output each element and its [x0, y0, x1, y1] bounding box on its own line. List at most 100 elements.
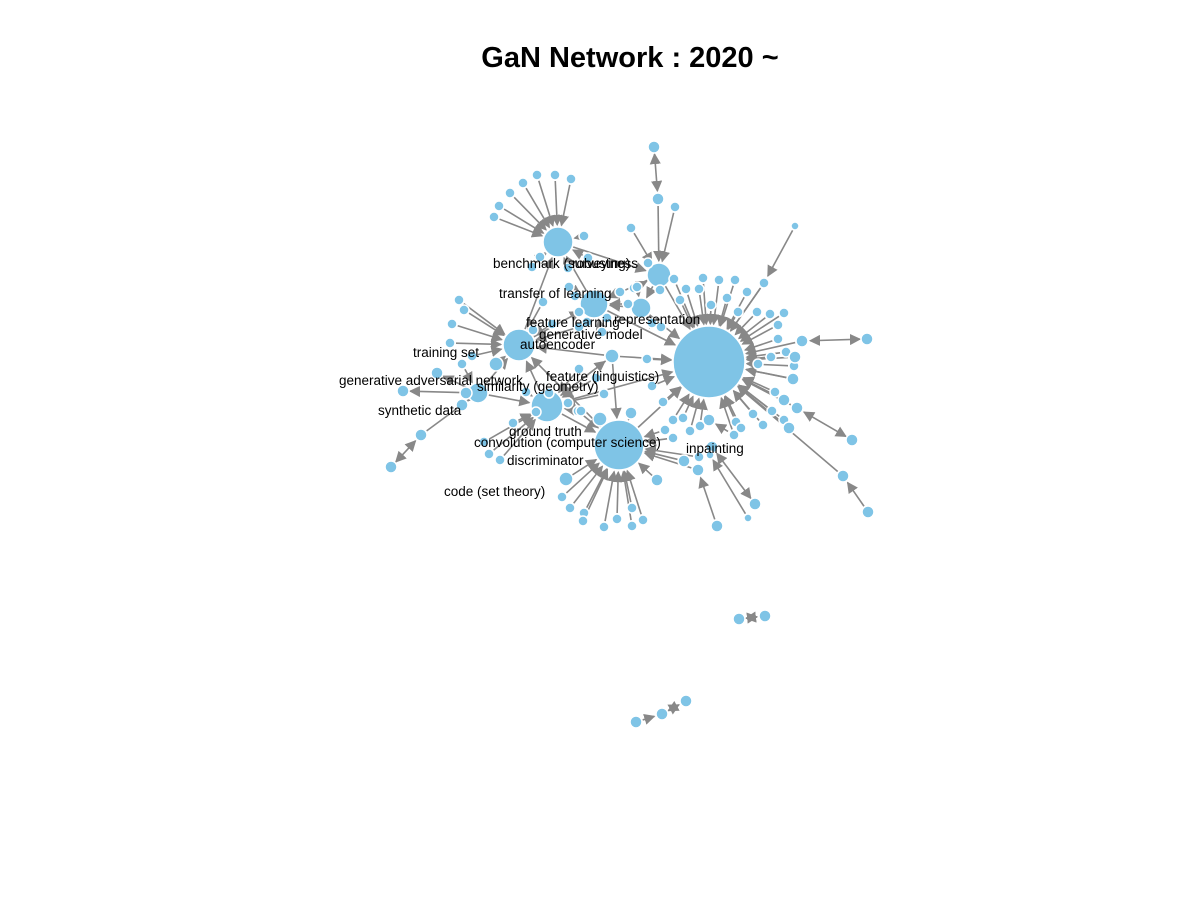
graph-node-42 — [667, 414, 679, 426]
graph-node-116 — [563, 281, 575, 293]
graph-node-56 — [564, 502, 576, 514]
edge-118 — [561, 413, 597, 433]
graph-node-81 — [530, 406, 542, 418]
graph-node-18 — [778, 307, 790, 319]
graph-node-60 — [611, 513, 623, 525]
node-label-discriminator: discriminator — [507, 453, 584, 468]
graph-node-108 — [526, 261, 538, 273]
graph-node-70 — [659, 424, 671, 436]
edge-117 — [525, 360, 541, 391]
graph-node-43 — [684, 425, 696, 437]
edge-145 — [846, 481, 865, 507]
graph-node-148 — [732, 612, 746, 626]
graph-node-149 — [758, 609, 772, 623]
edge-78 — [477, 345, 503, 357]
graph-node-147 — [705, 450, 715, 460]
edge-28 — [696, 294, 709, 326]
node-label-robustness: robustness — [572, 256, 638, 271]
graph-node-88 — [598, 388, 610, 400]
node-label-training-set: training set — [413, 345, 479, 360]
edge-48 — [584, 468, 609, 516]
edge-94 — [562, 256, 573, 270]
graph-node-36 — [668, 273, 680, 285]
graph-node-33 — [735, 422, 747, 434]
graph-node-90 — [458, 304, 470, 316]
graph-node-104 — [531, 169, 543, 181]
graph-node-105 — [549, 169, 561, 181]
graph-node-78 — [483, 448, 495, 460]
graph-node-119 — [622, 298, 634, 310]
graph-node-17 — [764, 308, 776, 320]
graph-node-134 — [651, 192, 665, 206]
edge-21 — [732, 390, 750, 410]
graph-node-141 — [414, 428, 428, 442]
graph-node-109 — [534, 251, 546, 263]
graph-node-93 — [466, 350, 478, 362]
edge-83 — [535, 327, 574, 343]
edge-9 — [741, 327, 774, 345]
graph-node-103 — [517, 177, 529, 189]
graph-node-99 — [488, 356, 504, 372]
graph-node-0 — [672, 325, 746, 399]
graph-node-15 — [732, 306, 744, 318]
edge-156 — [714, 423, 729, 435]
graph-node-121 — [642, 257, 654, 269]
graph-node-22 — [765, 351, 777, 363]
graph-node-69 — [693, 451, 705, 463]
edge-25 — [716, 303, 728, 327]
edge-154 — [642, 713, 656, 725]
graph-node-11 — [713, 274, 725, 286]
graph-node-76 — [624, 406, 638, 420]
graph-node-55 — [556, 491, 568, 503]
edge-39 — [744, 341, 796, 357]
edge-89 — [551, 180, 563, 227]
edge-49 — [604, 470, 618, 522]
graph-node-98 — [573, 321, 585, 333]
graph-node-120 — [625, 222, 637, 234]
edge-144 — [802, 411, 847, 438]
edge-147 — [395, 440, 417, 463]
graph-node-35 — [721, 292, 733, 304]
graph-node-83 — [562, 397, 574, 409]
edge-40 — [745, 366, 787, 379]
graph-node-86 — [573, 363, 585, 375]
graph-node-137 — [845, 433, 859, 447]
edge-122 — [607, 310, 677, 346]
graph-node-130 — [455, 398, 469, 412]
graph-node-96 — [537, 296, 549, 308]
graph-node-16 — [751, 306, 763, 318]
edge-139 — [649, 152, 663, 193]
graph-node-53 — [782, 421, 796, 435]
node-label-autoencoder: autoencoder — [520, 337, 596, 352]
graph-node-152 — [679, 694, 693, 708]
graph-node-136 — [860, 332, 874, 346]
labels-layer: benchmark (surveying) robustness transfe… — [339, 256, 744, 499]
node-label-feature-learning: feature learning — [526, 315, 620, 330]
graph-node-52 — [790, 401, 804, 415]
edge-149 — [698, 476, 716, 520]
graph-node-39 — [674, 294, 686, 306]
graph-node-74 — [677, 454, 691, 468]
graph-node-151 — [655, 707, 669, 721]
graph-node-40 — [657, 396, 669, 408]
edge-152 — [712, 459, 747, 515]
edge-88 — [538, 180, 556, 227]
graph-node-146 — [743, 513, 753, 523]
graph-node-59 — [598, 521, 610, 533]
graph-node-138 — [861, 505, 875, 519]
edge-69 — [520, 385, 533, 397]
edge-131 — [610, 363, 622, 420]
graph-node-113 — [581, 316, 593, 328]
edge-84 — [499, 218, 544, 238]
node-label-similarity-geometry: similarity (geometry) — [477, 379, 599, 394]
graph-node-131 — [459, 386, 473, 400]
graph-node-29 — [757, 419, 769, 431]
graph-node-87 — [590, 372, 602, 384]
edge-75 — [468, 312, 505, 337]
edge-31 — [657, 375, 676, 386]
edge-34 — [719, 396, 733, 430]
edge-143 — [808, 333, 862, 347]
graph-node-140 — [384, 460, 398, 474]
edge-98 — [595, 318, 607, 331]
